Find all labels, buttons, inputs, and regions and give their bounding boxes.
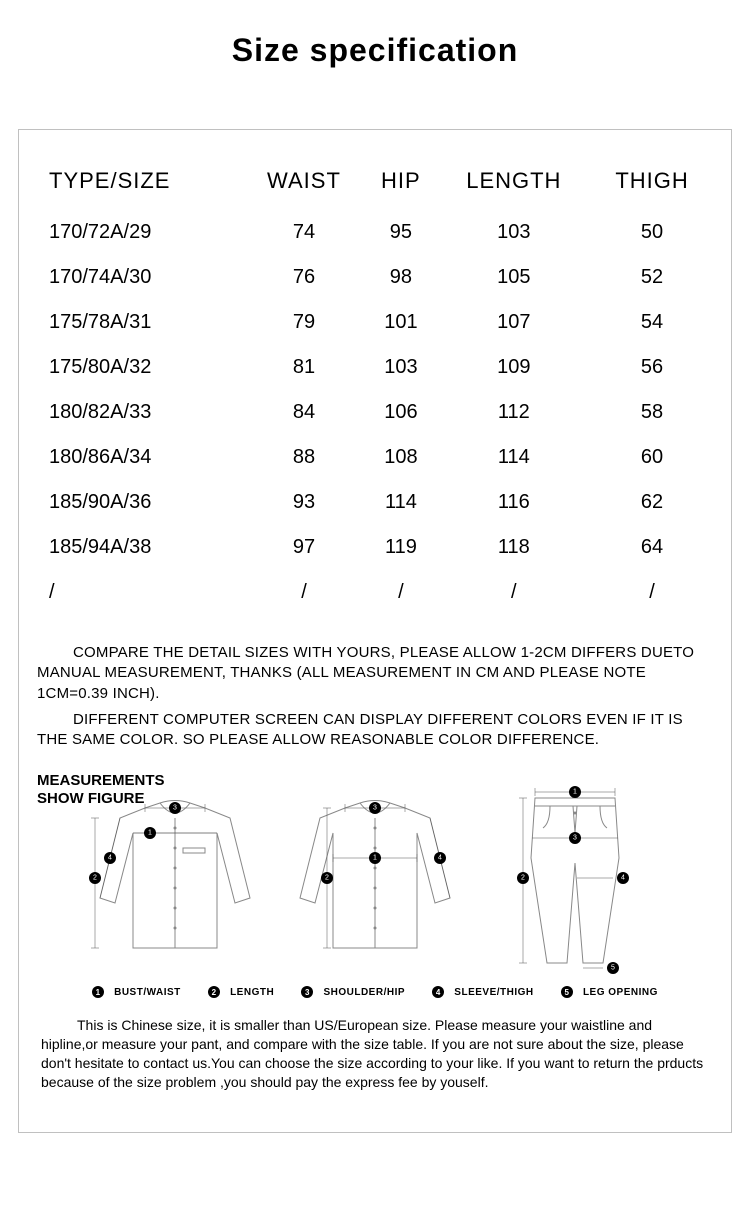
table-cell: 116 [437,480,592,525]
table-cell: 52 [591,255,713,300]
col-type: TYPE/SIZE [37,160,243,210]
table-row: 170/74A/30769810552 [37,255,713,300]
table-cell: 180/86A/34 [37,435,243,480]
table-cell: 103 [365,345,436,390]
table-cell: 97 [243,525,365,570]
col-hip: HIP [365,160,436,210]
table-row: ///// [37,570,713,615]
legend-item-4: 4SLEEVE/THIGH [426,986,539,998]
table-cell: 114 [437,435,592,480]
table-cell: 74 [243,210,365,255]
table-row: 175/80A/328110310956 [37,345,713,390]
svg-text:2: 2 [93,875,97,882]
shirt-front-diagram: 2 3 4 1 [85,778,265,978]
table-cell: / [243,570,365,615]
table-cell: 185/94A/38 [37,525,243,570]
svg-text:4: 4 [621,875,625,882]
table-cell: 64 [591,525,713,570]
col-length: LENGTH [437,160,592,210]
pants-diagram: 1 2 3 4 5 [485,778,665,978]
svg-text:1: 1 [573,789,577,796]
table-cell: 93 [243,480,365,525]
table-cell: 108 [365,435,436,480]
table-cell: 180/82A/33 [37,390,243,435]
svg-text:4: 4 [438,855,442,862]
table-cell: 185/90A/36 [37,480,243,525]
svg-text:1: 1 [373,855,377,862]
table-cell: 118 [437,525,592,570]
table-cell: 175/78A/31 [37,300,243,345]
table-row: 180/86A/348810811460 [37,435,713,480]
size-table: TYPE/SIZE WAIST HIP LENGTH THIGH 170/72A… [37,160,713,615]
table-row: 185/94A/389711911864 [37,525,713,570]
bottom-note: This is Chinese size, it is smaller than… [41,1016,709,1092]
svg-text:1: 1 [148,830,152,837]
svg-text:2: 2 [325,875,329,882]
table-cell: 88 [243,435,365,480]
table-cell: / [365,570,436,615]
notes-block: COMPARE THE DETAIL SIZES WITH YOURS, PLE… [37,643,713,750]
table-cell: 170/72A/29 [37,210,243,255]
table-row: 185/90A/369311411662 [37,480,713,525]
shirt-back-diagram: 3 1 4 2 [285,778,465,978]
measurements-section: MEASUREMENTS SHOW FIGURE 2 [37,772,713,1092]
legend: 1BUST/WAIST 2LENGTH 3SHOULDER/HIP 4SLEEV… [37,986,713,998]
svg-text:3: 3 [173,805,177,812]
table-cell: 101 [365,300,436,345]
table-cell: 106 [365,390,436,435]
table-row: 180/82A/338410611258 [37,390,713,435]
table-cell: 119 [365,525,436,570]
legend-item-5: 5LEG OPENING [555,986,664,998]
page-title: Size specification [0,32,750,69]
svg-text:2: 2 [521,875,525,882]
table-cell: / [437,570,592,615]
table-cell: / [591,570,713,615]
legend-item-2: 2LENGTH [202,986,280,998]
legend-item-3: 3SHOULDER/HIP [295,986,411,998]
table-cell: 105 [437,255,592,300]
svg-text:3: 3 [373,805,377,812]
table-cell: 98 [365,255,436,300]
figures-row: 2 3 4 1 [37,778,713,978]
table-cell: 103 [437,210,592,255]
svg-text:3: 3 [573,835,577,842]
spec-box: TYPE/SIZE WAIST HIP LENGTH THIGH 170/72A… [18,129,732,1133]
table-cell: 58 [591,390,713,435]
col-thigh: THIGH [591,160,713,210]
table-row: 175/78A/317910110754 [37,300,713,345]
table-cell: 84 [243,390,365,435]
table-cell: 62 [591,480,713,525]
table-cell: 60 [591,435,713,480]
table-cell: 170/74A/30 [37,255,243,300]
table-cell: 95 [365,210,436,255]
table-row: 170/72A/29749510350 [37,210,713,255]
table-cell: 114 [365,480,436,525]
table-cell: 175/80A/32 [37,345,243,390]
note-1: COMPARE THE DETAIL SIZES WITH YOURS, PLE… [37,643,713,704]
table-cell: 107 [437,300,592,345]
table-cell: 109 [437,345,592,390]
table-cell: 54 [591,300,713,345]
table-cell: 112 [437,390,592,435]
legend-item-1: 1BUST/WAIST [86,986,187,998]
table-cell: 56 [591,345,713,390]
col-waist: WAIST [243,160,365,210]
table-cell: 76 [243,255,365,300]
svg-text:4: 4 [108,855,112,862]
svg-text:5: 5 [611,965,615,972]
table-cell: 79 [243,300,365,345]
note-2: DIFFERENT COMPUTER SCREEN CAN DISPLAY DI… [37,710,713,751]
table-cell: 81 [243,345,365,390]
table-cell: / [37,570,243,615]
table-header-row: TYPE/SIZE WAIST HIP LENGTH THIGH [37,160,713,210]
table-cell: 50 [591,210,713,255]
